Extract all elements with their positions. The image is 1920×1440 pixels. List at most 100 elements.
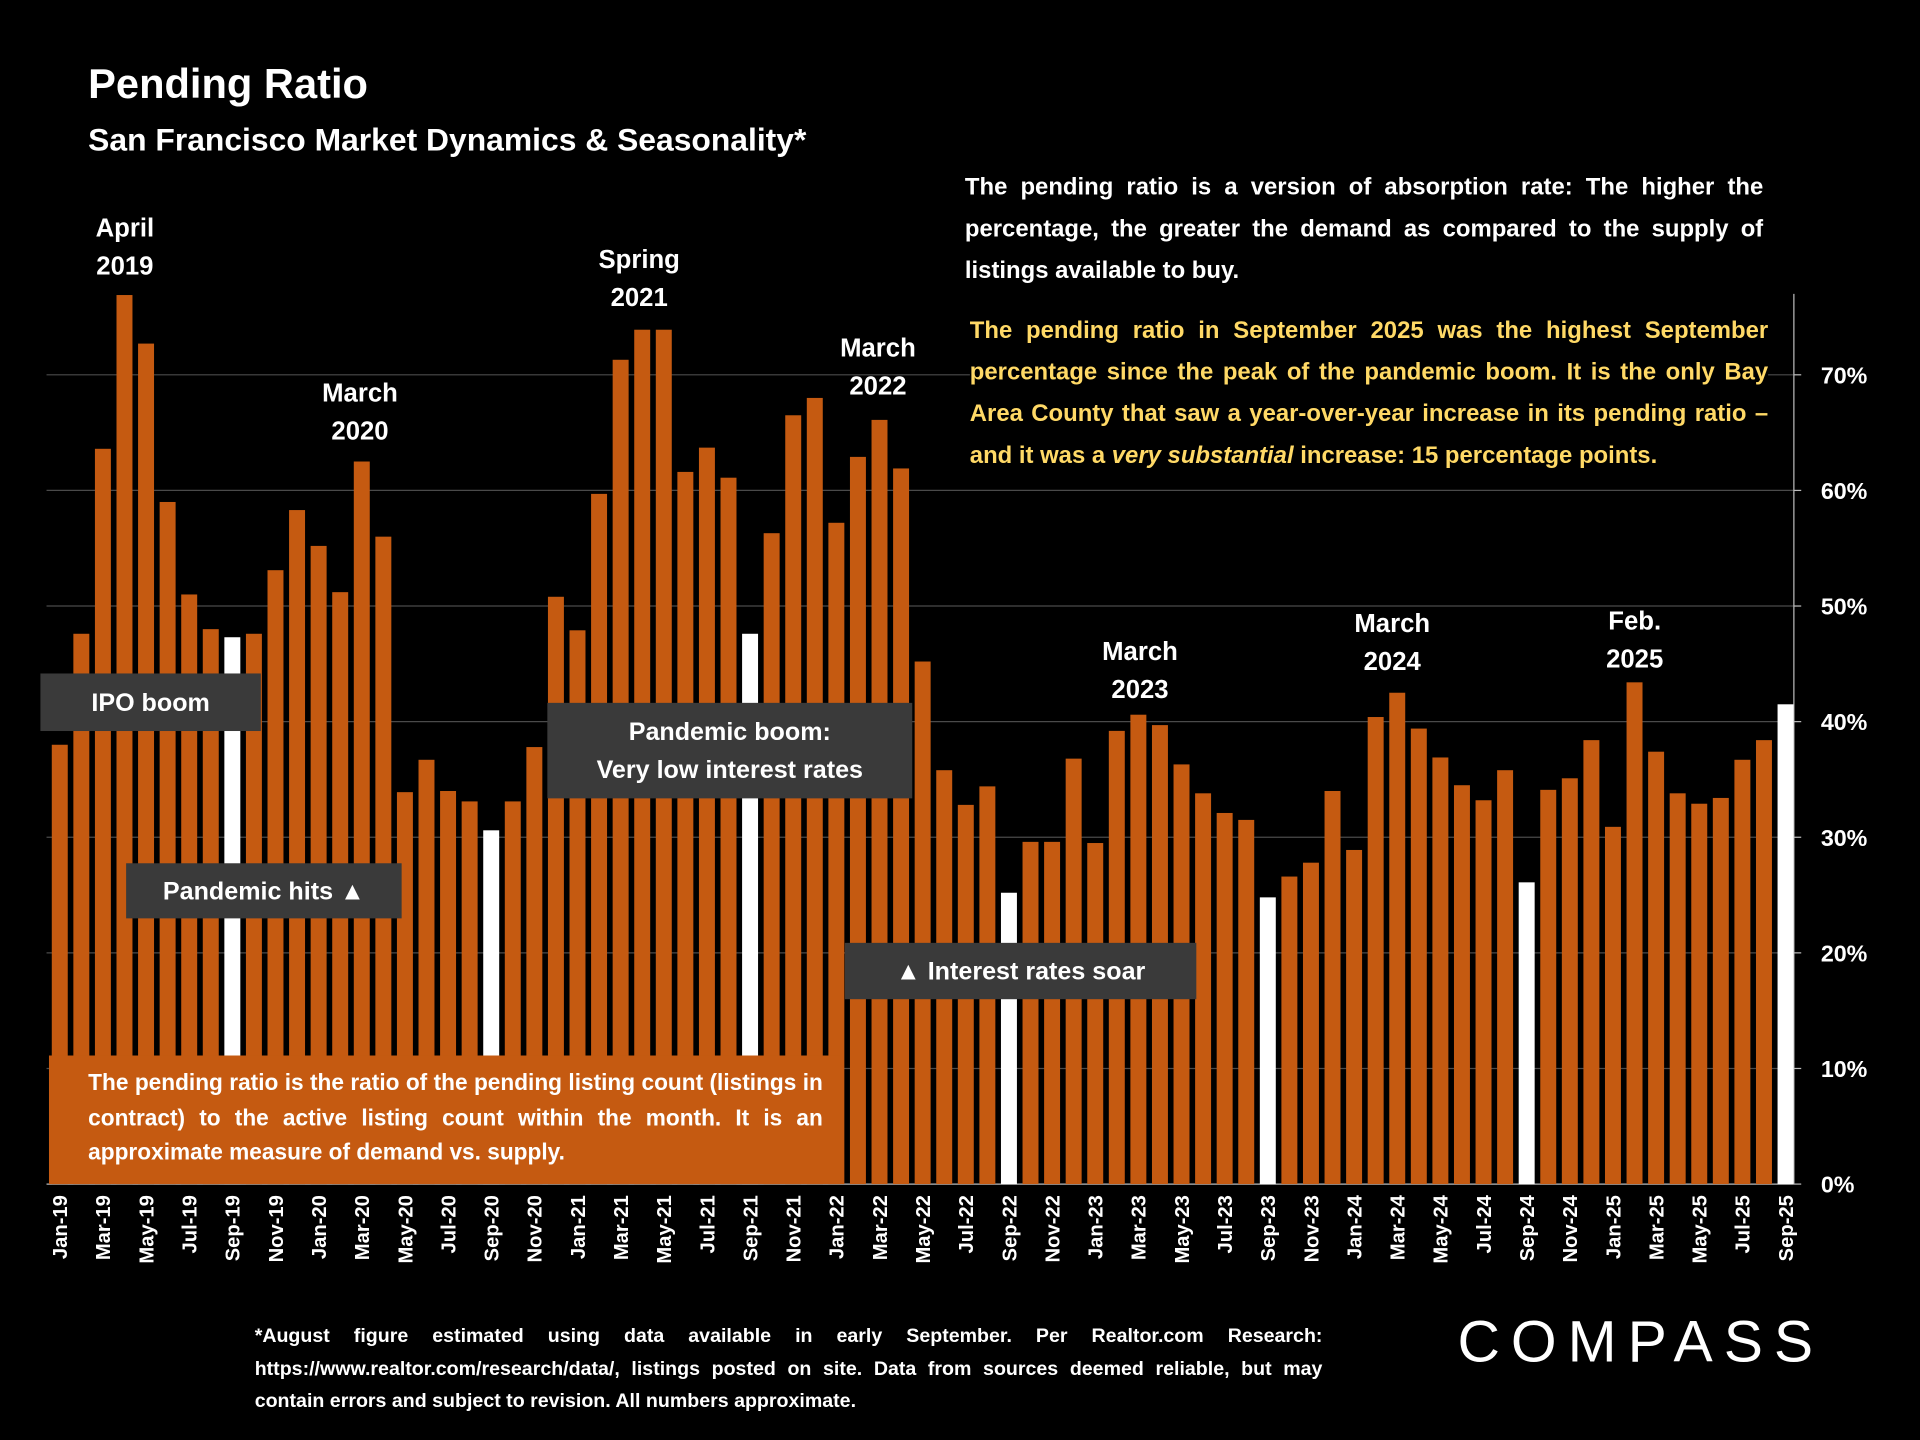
event-label: Very low interest rates (597, 756, 863, 784)
note-highlight-box: The pending ratio in September 2025 was … (969, 309, 1769, 477)
peak-label: March (1102, 638, 1178, 666)
y-tick-label: 20% (1821, 940, 1868, 966)
bar (1777, 704, 1794, 1185)
bars: Jan-19 Mar-19 May-19 Jul-19 Sep-19 Nov-19 Jan-… (50, 295, 1798, 1264)
x-tick-label: Jan-23 (1086, 1195, 1108, 1259)
bar (1604, 826, 1621, 1185)
bar (1712, 797, 1729, 1185)
bar (138, 343, 155, 1185)
x-tick-label: Jul-20 (438, 1195, 460, 1253)
bar (94, 448, 111, 1185)
bar (1453, 785, 1470, 1185)
y-tick-label: 70% (1821, 362, 1868, 388)
x-tick-label: Mar-24 (1388, 1194, 1410, 1260)
bar (116, 295, 133, 1185)
event-label: ▲ Interest rates soar (896, 958, 1146, 986)
x-tick-label: Mar-22 (870, 1195, 892, 1260)
x-tick-label: May-25 (1690, 1195, 1712, 1263)
x-tick-label: Jul-22 (956, 1195, 978, 1253)
x-tick-label: Sep-23 (1258, 1195, 1280, 1261)
bar (353, 461, 370, 1185)
peak-label: Spring (598, 246, 679, 274)
peak-label: March (840, 334, 916, 362)
footnote-box: *August figure estimated using data avai… (254, 1326, 1323, 1412)
y-tick-label: 30% (1821, 825, 1868, 851)
x-tick-label: Jul-21 (697, 1195, 719, 1253)
bar (1238, 819, 1255, 1185)
logo: COMPASS (1457, 1310, 1824, 1375)
x-tick-label: May-21 (654, 1195, 676, 1263)
bar (1755, 740, 1772, 1185)
x-tick-label: May-22 (913, 1195, 935, 1263)
bar (1561, 778, 1578, 1185)
bar (159, 501, 176, 1185)
x-tick-label: Jul-23 (1215, 1195, 1237, 1253)
peak-label: 2022 (849, 372, 906, 400)
x-tick-label: May-20 (395, 1195, 417, 1263)
bar (677, 471, 694, 1185)
x-tick-label: Sep-24 (1517, 1194, 1539, 1261)
bar (849, 456, 866, 1185)
peak-label: Feb. (1608, 607, 1661, 635)
bar (1734, 759, 1751, 1185)
note-top-box: The pending ratio is a version of absorp… (964, 173, 1764, 285)
x-tick-label: May-19 (136, 1195, 158, 1263)
x-tick-label: Jan-21 (568, 1195, 590, 1259)
event-box (126, 863, 402, 919)
x-tick-label: Nov-19 (266, 1195, 288, 1262)
x-tick-label: Nov-21 (784, 1195, 806, 1262)
bar (1259, 897, 1276, 1185)
bar (1432, 757, 1449, 1185)
bar (785, 415, 802, 1185)
y-tick-label: 60% (1821, 478, 1868, 504)
x-tick-label: Sep-20 (482, 1195, 504, 1261)
event-label: Pandemic boom: (629, 718, 831, 746)
note-top: The pending ratio is a version of absorp… (964, 173, 1764, 285)
x-tick-label: Mar-25 (1646, 1195, 1668, 1260)
x-tick-label: Jul-24 (1474, 1194, 1496, 1253)
y-tick-label: 40% (1821, 709, 1868, 735)
y-tick-label: 10% (1821, 1056, 1868, 1082)
bar (1475, 800, 1492, 1185)
x-tick-label: Nov-20 (525, 1195, 547, 1262)
x-tick-label: Sep-25 (1776, 1195, 1798, 1261)
event-box (40, 673, 261, 732)
x-tick-label: Nov-24 (1560, 1194, 1582, 1262)
x-tick-label: Jan-20 (309, 1195, 331, 1259)
x-tick-label: Sep-19 (223, 1195, 245, 1261)
peak-label: April (96, 214, 155, 242)
x-tick-label: Sep-22 (999, 1195, 1021, 1261)
event-box (547, 702, 913, 799)
bar (1346, 849, 1363, 1185)
event-box (844, 942, 1197, 1000)
annotations: April 2019 March 2020 Spring 2021 March 2022 Mar… (40, 214, 1663, 1000)
peak-label: 2023 (1111, 676, 1168, 704)
note-text: increase: 15 percentage points. (1293, 442, 1658, 469)
bar (1691, 803, 1708, 1185)
bar (828, 522, 845, 1185)
x-tick-label: Mar-19 (93, 1195, 115, 1260)
peak-label: 2021 (611, 284, 668, 312)
bar (893, 468, 910, 1185)
peak-label: 2020 (331, 418, 388, 446)
bar (1216, 812, 1233, 1185)
bar (289, 510, 306, 1185)
x-tick-label: Nov-22 (1042, 1195, 1064, 1262)
x-tick-label: May-24 (1431, 1194, 1453, 1263)
y-tick-label: 50% (1821, 594, 1868, 620)
x-tick-label: Mar-20 (352, 1195, 374, 1260)
bar (1626, 682, 1643, 1185)
bar (914, 661, 931, 1185)
bar (720, 477, 737, 1185)
x-tick-label: Jul-25 (1733, 1195, 1755, 1253)
peak-label: 2024 (1364, 648, 1422, 676)
definition-box-text: The pending ratio is the ratio of the pe… (88, 1069, 823, 1165)
peak-label: March (1354, 610, 1430, 638)
footnote: *August figure estimated using data avai… (254, 1326, 1323, 1412)
x-tick-label: Nov-23 (1301, 1195, 1323, 1262)
peak-label: March (322, 380, 398, 408)
note-highlight: The pending ratio in September 2025 was … (969, 309, 1769, 477)
chart-subtitle: San Francisco Market Dynamics & Seasonal… (88, 122, 807, 158)
x-tick-label: Jul-19 (180, 1195, 202, 1253)
